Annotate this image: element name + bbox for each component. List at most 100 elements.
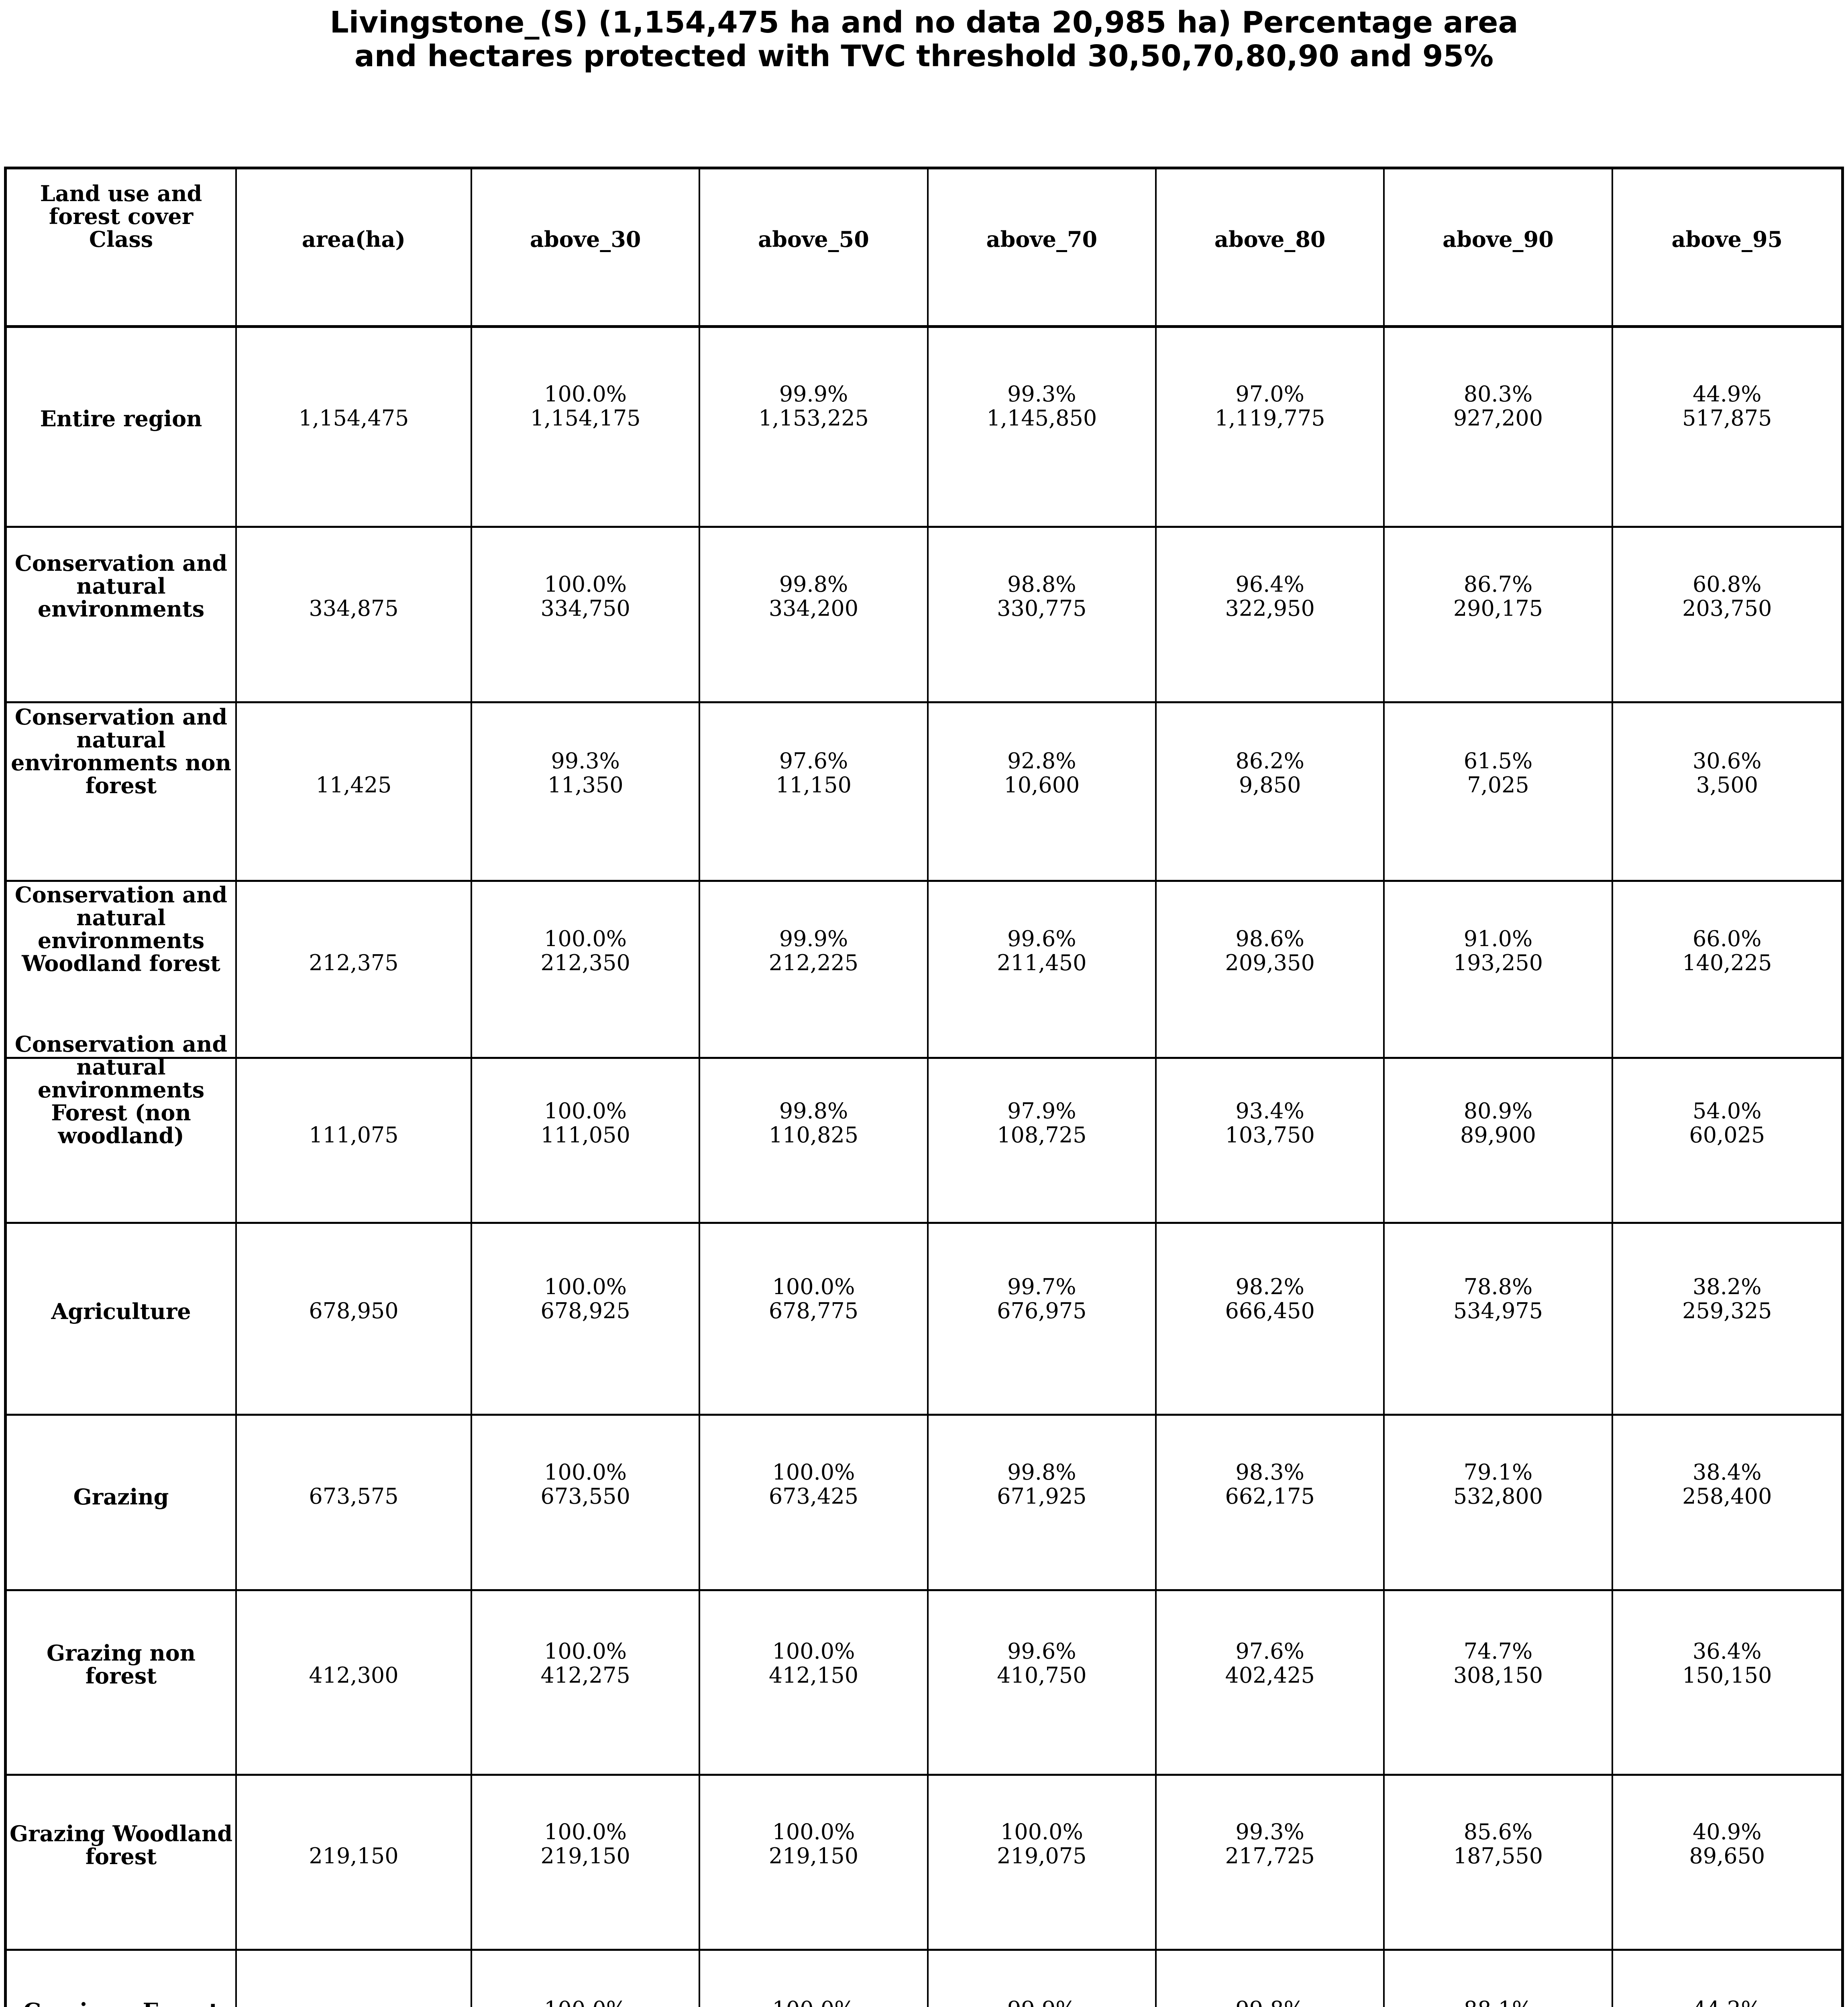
threshold-cell: 44.9% 517,875 — [1613, 328, 1841, 528]
hectares-value: 534,975 — [1453, 1298, 1543, 1324]
threshold-values: 79.1% 532,800 — [1385, 1460, 1611, 1508]
threshold-values: 30.6% 3,500 — [1613, 749, 1841, 797]
area-cell: 11,425 — [237, 703, 472, 882]
row-label-cell: Grazing Woodland forest — [7, 1776, 237, 1951]
area-value: 1,154,475 — [298, 405, 409, 431]
threshold-values: 98.6% 209,350 — [1157, 927, 1383, 975]
hectares-value: 410,750 — [997, 1663, 1087, 1688]
hectares-value: 89,650 — [1689, 1843, 1765, 1869]
threshold-cell: 88.1%37,100 — [1385, 1951, 1613, 2007]
area-cell: 212,375 — [237, 882, 472, 1059]
percent-value: 99.9% — [779, 381, 848, 407]
hectares-value: 203,750 — [1682, 595, 1772, 621]
col-header-class: Land use and forest cover Class — [7, 169, 237, 328]
row-label-cell: Grazing — [7, 1416, 237, 1591]
threshold-cell: 98.6% 209,350 — [1156, 882, 1385, 1059]
threshold-cell: 79.1% 532,800 — [1385, 1416, 1613, 1591]
threshold-cell: 100.0%42,125 — [472, 1951, 701, 2007]
threshold-values: 99.3% 217,725 — [1157, 1820, 1383, 1868]
col-header-label: above_80 — [1214, 226, 1326, 252]
threshold-values: 99.8% 110,825 — [700, 1099, 927, 1147]
hectares-value: 259,325 — [1682, 1298, 1772, 1324]
threshold-values: 91.0% 193,250 — [1385, 927, 1611, 975]
threshold-values: 99.8% 334,200 — [700, 572, 927, 621]
col-header-above_30: above_30 — [472, 169, 701, 328]
threshold-values: 99.9%42,100 — [929, 1997, 1155, 2007]
row-label: Grazing Woodland forest — [9, 1821, 233, 1870]
hectares-value: 1,153,225 — [758, 405, 869, 431]
hectares-value: 217,725 — [1225, 1843, 1315, 1869]
threshold-values: 100.0% 673,425 — [700, 1460, 927, 1508]
threshold-values: 97.6% 11,150 — [700, 749, 927, 797]
percent-value: 60.8% — [1693, 571, 1762, 597]
percent-value: 74.7% — [1463, 1639, 1533, 1664]
hectares-value: 1,154,175 — [530, 405, 641, 431]
threshold-values: 36.4% 150,150 — [1613, 1639, 1841, 1687]
row-label: Conservation and natural environments Fo… — [14, 1031, 228, 1149]
threshold-values: 85.6% 187,550 — [1385, 1820, 1611, 1868]
hectares-value: 532,800 — [1453, 1483, 1543, 1509]
area-cell: 673,575 — [237, 1416, 472, 1591]
percent-value: 93.4% — [1235, 1098, 1304, 1124]
threshold-cell: 99.3% 11,350 — [472, 703, 701, 882]
area-cell: 111,075 — [237, 1059, 472, 1224]
threshold-values: 99.9% 212,225 — [700, 927, 927, 975]
hectares-value: 103,750 — [1225, 1122, 1315, 1148]
threshold-cell: 99.9% 1,153,225 — [700, 328, 929, 528]
threshold-cell: 30.6% 3,500 — [1613, 703, 1841, 882]
hectares-value: 140,225 — [1682, 950, 1772, 976]
percent-value: 100.0% — [772, 1639, 855, 1664]
percent-value: 100.0% — [544, 926, 627, 952]
percent-value: 91.0% — [1463, 926, 1533, 952]
threshold-values: 38.2% 259,325 — [1613, 1275, 1841, 1323]
threshold-values: 38.4% 258,400 — [1613, 1460, 1841, 1508]
row-label: Grazing non forest — [46, 1640, 196, 1689]
percent-value: 99.9% — [779, 926, 848, 952]
percent-value: 98.2% — [1235, 1274, 1304, 1300]
area-cell: 678,950 — [237, 1224, 472, 1416]
threshold-values: 99.9% 1,153,225 — [700, 382, 927, 430]
area-cell: 412,300 — [237, 1591, 472, 1776]
threshold-values: 86.2% 9,850 — [1157, 749, 1383, 797]
percent-value: 100.0% — [700, 1997, 927, 2007]
percent-value: 38.2% — [1693, 1274, 1762, 1300]
percent-value: 98.6% — [1235, 926, 1304, 952]
hectares-value: 11,350 — [547, 772, 623, 798]
threshold-values: 61.5% 7,025 — [1385, 749, 1611, 797]
percent-value: 99.7% — [1007, 1274, 1076, 1300]
col-header-label: above_50 — [758, 226, 869, 252]
threshold-cell: 100.0% 219,150 — [700, 1776, 929, 1951]
row-label-cell: Conservation and natural environments — [7, 528, 237, 703]
percent-value: 100.0% — [772, 1819, 855, 1845]
threshold-values: 78.8% 534,975 — [1385, 1275, 1611, 1323]
area-value: 678,950 — [309, 1298, 399, 1324]
row-label-cell: Conservation and natural environments no… — [7, 703, 237, 882]
threshold-cell: 93.4% 103,750 — [1156, 1059, 1385, 1224]
percent-value: 100.0% — [544, 571, 627, 597]
threshold-values: 99.8% 671,925 — [929, 1460, 1155, 1508]
hectares-value: 334,200 — [768, 595, 859, 621]
hectares-value: 412,150 — [768, 1663, 859, 1688]
hectares-value: 330,775 — [997, 595, 1087, 621]
threshold-cell: 99.8% 110,825 — [700, 1059, 929, 1224]
percent-value: 97.0% — [1235, 381, 1304, 407]
row-label-cell: Conservation and natural environments Wo… — [7, 882, 237, 1059]
threshold-cell: 98.2% 666,450 — [1156, 1224, 1385, 1416]
area-value: 673,575 — [309, 1483, 399, 1509]
row-label-cell: Conservation and natural environments Fo… — [7, 1033, 237, 1224]
threshold-cell: 99.3% 217,725 — [1156, 1776, 1385, 1951]
percent-value: 100.0% — [544, 1459, 627, 1485]
threshold-cell: 38.4% 258,400 — [1613, 1416, 1841, 1591]
hectares-value: 676,975 — [997, 1298, 1087, 1324]
threshold-values: 99.6% 211,450 — [929, 927, 1155, 975]
percent-value: 100.0% — [544, 1819, 627, 1845]
threshold-values: 97.6% 402,425 — [1157, 1639, 1383, 1687]
col-header-above_90: above_90 — [1385, 169, 1613, 328]
percent-value: 79.1% — [1463, 1459, 1533, 1485]
threshold-values: 74.7% 308,150 — [1385, 1639, 1611, 1687]
threshold-cell: 99.8%42,025 — [1156, 1951, 1385, 2007]
area-cell: 334,875 — [237, 528, 472, 703]
col-header-area(ha): area(ha) — [237, 169, 472, 328]
threshold-values: 98.3% 662,175 — [1157, 1460, 1383, 1508]
col-header-above_70: above_70 — [928, 169, 1157, 328]
